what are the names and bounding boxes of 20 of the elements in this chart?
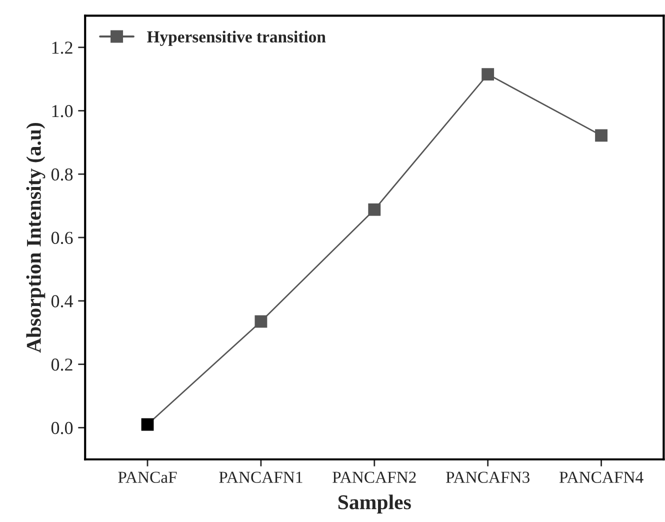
y-axis-title: Absorption Intensity (a.u) bbox=[26, 122, 46, 353]
y-tick-label: 0.2 bbox=[51, 358, 72, 371]
y-tick-label: 0.8 bbox=[51, 168, 73, 181]
x-tick-label: PANCAFN3 bbox=[446, 472, 530, 483]
legend-label: Hypersensitive transition bbox=[147, 30, 326, 46]
x-tick-label: PANCAFN2 bbox=[332, 472, 416, 483]
point bbox=[368, 203, 381, 216]
point bbox=[482, 68, 494, 81]
y-tick-label: 1.0 bbox=[52, 104, 73, 118]
x-axis-title: Samples bbox=[338, 494, 411, 514]
point bbox=[141, 418, 154, 431]
y-tick-label: 0.4 bbox=[51, 295, 74, 308]
x-tick-label: PANCaF bbox=[118, 472, 177, 483]
y-tick-label: 0.0 bbox=[51, 422, 73, 434]
point bbox=[595, 129, 608, 142]
x-tick-label: PANCAFN1 bbox=[219, 472, 302, 483]
point bbox=[254, 315, 268, 328]
y-tick-label: 0.6 bbox=[51, 232, 73, 244]
x-tick-label: PANCAFN4 bbox=[559, 472, 644, 483]
y-tick-label: 1.2 bbox=[52, 42, 72, 54]
